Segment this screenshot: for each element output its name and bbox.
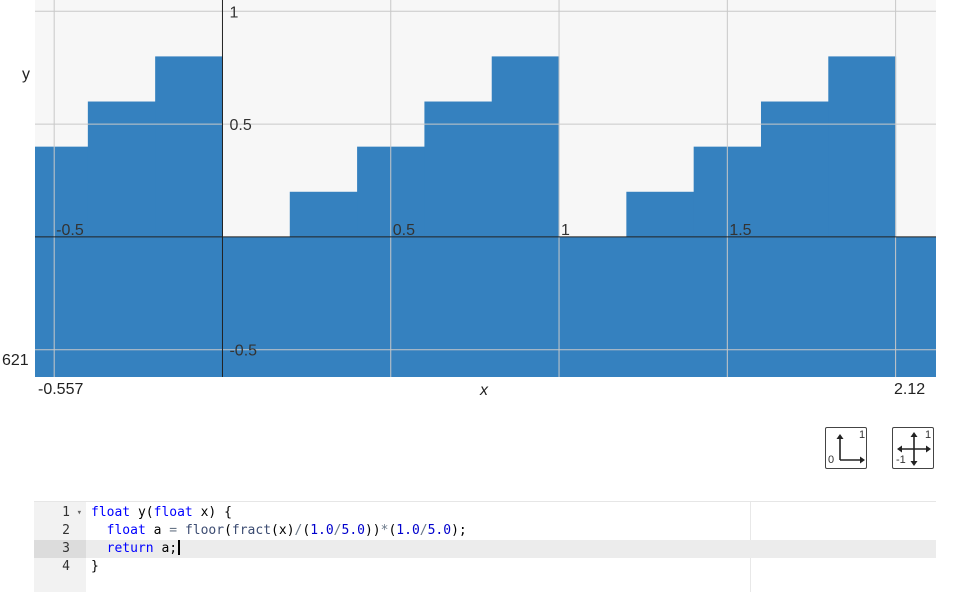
code-text: float y(float x) {	[91, 504, 232, 522]
gutter-cell: 4	[34, 558, 86, 576]
code-token	[91, 523, 107, 538]
x-tick-label: 0.5	[393, 222, 415, 239]
area-below-axis	[35, 236, 936, 377]
line-number: 1	[62, 505, 70, 520]
line-number: 3	[62, 541, 70, 556]
code-token: (x)	[271, 523, 295, 538]
code-token: /	[333, 523, 342, 538]
axes-unit-icon	[836, 434, 865, 464]
x-tick-label: 1.5	[729, 222, 751, 239]
line-number: 2	[62, 523, 70, 538]
code-line[interactable]: 2 float a = floor(fract(x)/(1.0/5.0))*(1…	[34, 522, 936, 540]
unit-view-button[interactable]: 1 0	[825, 427, 867, 469]
line-number: 4	[62, 559, 70, 574]
code-token: 5.0	[427, 523, 452, 538]
code-token	[177, 523, 185, 538]
x-tick-label: 1	[561, 222, 570, 239]
x-min-label: -0.557	[38, 381, 84, 398]
code-token: return	[106, 541, 154, 556]
code-token: floor	[184, 523, 225, 538]
code-token: =	[169, 523, 178, 538]
y-tick-label: 0.5	[229, 117, 251, 134]
code-token: a	[145, 523, 170, 538]
x-tick-label: -0.5	[56, 222, 84, 239]
axes-center-icon	[897, 432, 931, 466]
code-line[interactable]: 3 return a;	[34, 540, 936, 558]
step-bar-4	[289, 191, 358, 237]
center-view-top-num: 1	[925, 429, 932, 441]
code-token: 1.0	[310, 523, 334, 538]
code-token: fract	[231, 523, 272, 538]
code-token: float	[91, 505, 131, 520]
y-axis-label: y	[22, 66, 30, 83]
step-bar-12	[828, 56, 897, 237]
y-tick-label: -0.5	[229, 343, 257, 360]
code-token: }	[91, 559, 99, 574]
code-token: (	[224, 523, 232, 538]
step-bar-6	[424, 101, 493, 237]
code-token: x) {	[192, 505, 232, 520]
center-view-button[interactable]: 1 -1	[892, 427, 934, 469]
code-editor[interactable]: 1 ▾ float y(float x) {2 float a = floor(fr…	[34, 501, 936, 592]
gutter-cell: 1 ▾	[34, 504, 86, 522]
code-token: /	[294, 523, 303, 538]
step-bar-7	[491, 56, 560, 237]
step-bar-9	[626, 191, 695, 237]
step-bar-0	[35, 146, 89, 237]
code-token: y(	[130, 505, 154, 520]
code-token: float	[153, 505, 193, 520]
step-bar-1	[87, 101, 156, 237]
code-token: *	[380, 523, 389, 538]
x-axis-label: x	[480, 382, 488, 399]
code-token: 5.0	[341, 523, 365, 538]
unit-view-top-num: 1	[859, 429, 866, 441]
code-token: 1.0	[396, 523, 420, 538]
code-token: ))	[364, 523, 381, 538]
code-line[interactable]: 1 ▾ float y(float x) {	[34, 504, 936, 522]
code-token: (	[388, 523, 397, 538]
code-token	[91, 541, 107, 556]
gutter-cell: 3	[34, 540, 86, 558]
code-token: /	[419, 523, 428, 538]
gutter-cell: 2	[34, 522, 86, 540]
center-view-bottom-num: -1	[896, 454, 906, 466]
function-plot[interactable]: -0.5 0.5 1 1.5 1 0.5 -0.5	[0, 0, 964, 400]
unit-view-bottom-num: 0	[828, 454, 835, 466]
code-token: float	[106, 523, 146, 538]
code-token: (	[302, 523, 311, 538]
x-max-label: 2.12	[894, 381, 926, 398]
code-text: }	[91, 558, 99, 576]
y-tick-label: 1	[229, 4, 238, 21]
step-bar-11	[760, 101, 829, 237]
code-token: );	[451, 523, 467, 538]
code-token: a;	[153, 541, 178, 556]
code-line[interactable]: 4}	[34, 558, 936, 576]
step-bar-2	[155, 56, 223, 237]
fold-arrow-icon[interactable]: ▾	[76, 508, 82, 518]
text-cursor	[178, 540, 181, 555]
code-text: return a;	[91, 540, 181, 558]
y-min-label: 621	[2, 352, 29, 369]
code-text: float a = floor(fract(x)/(1.0/5.0))*(1.0…	[91, 522, 467, 540]
